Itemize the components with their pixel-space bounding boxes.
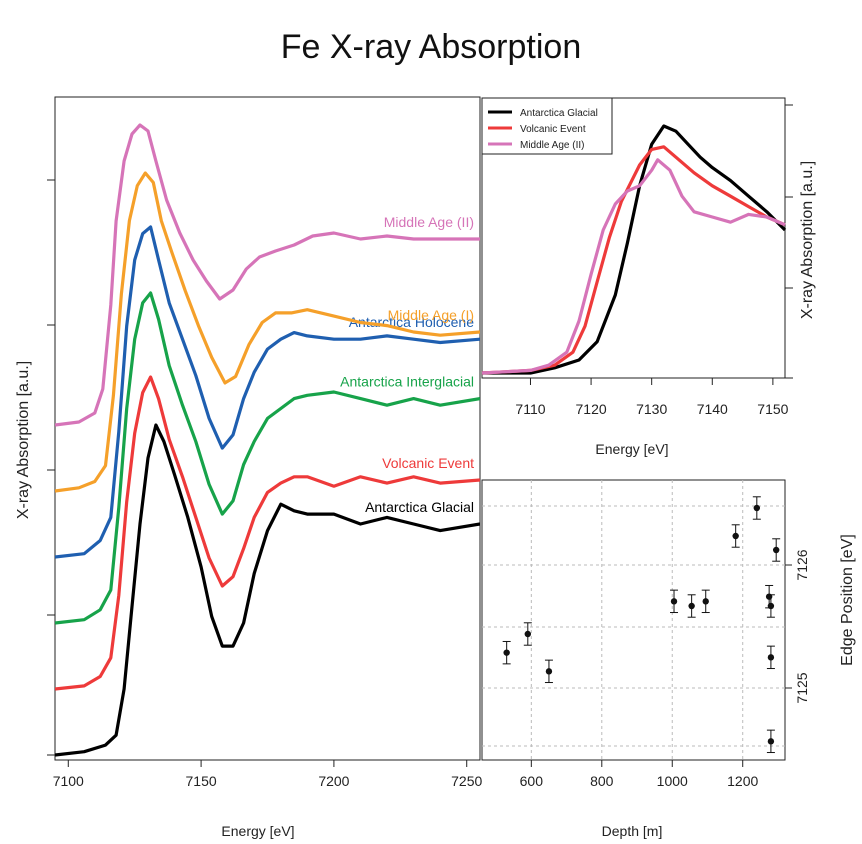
inset-legend: Antarctica Glacial Volcanic Event Middle A… — [481, 97, 613, 155]
inset-x-tick-label: 7130 — [636, 401, 667, 417]
series-line-middle-age-ii — [55, 123, 480, 427]
inset-x-tick-label: 7150 — [757, 401, 788, 417]
data-point — [766, 645, 775, 670]
scatter-marker — [767, 738, 775, 745]
series-label-antarctica-interglacial: Antarctica Interglacial — [340, 374, 474, 390]
data-point — [502, 640, 511, 665]
depth-y-tick-label: 7126 — [794, 549, 810, 580]
inset-x-axis-label: Energy [eV] — [595, 441, 668, 457]
inset-series-line-volcanic-event — [481, 145, 786, 375]
scatter-marker — [732, 532, 739, 540]
series-line-antarctica-glacial — [55, 423, 480, 757]
scatter-marker — [753, 504, 761, 512]
legend-label-middle-age-ii: Middle Age (II) — [520, 140, 584, 151]
depth-x-tick-label: 1200 — [727, 773, 758, 789]
series-line-antarctica-holocene — [55, 225, 480, 559]
main-y-axis-label: X-ray Absorption [a.u.] — [15, 361, 32, 519]
series-label-middle-age-i: Middle Age (I) — [388, 307, 474, 323]
depth-plot: 600 800 1000 1200 7125 7126 Depth [m] Edge Posi… — [481, 479, 856, 839]
data-point — [752, 496, 761, 520]
series-label-antarctica-glacial: Antarctica Glacial — [365, 499, 474, 515]
depth-x-tick-label: 1000 — [657, 773, 688, 789]
scatter-marker — [702, 598, 709, 605]
figure-title: Fe X-ray Absorption — [281, 28, 581, 66]
scatter-marker — [545, 668, 553, 675]
series-label-middle-age-ii: Middle Age (II) — [384, 214, 474, 230]
data-point — [766, 594, 775, 618]
depth-x-tick-label: 800 — [590, 773, 614, 789]
series-label-volcanic-event: Volcanic Event — [382, 455, 474, 471]
data-point — [670, 589, 679, 614]
inset-x-tick-label: 7120 — [576, 401, 607, 417]
data-point — [687, 594, 696, 618]
main-x-tick-label: 7150 — [186, 773, 217, 789]
depth-y-axis-label: Edge Position [eV] — [839, 534, 856, 666]
data-point — [544, 659, 553, 684]
depth-y-tick-label: 7125 — [794, 672, 810, 703]
series-line-volcanic-event — [55, 375, 480, 691]
data-point — [766, 729, 775, 754]
scatter-marker — [670, 598, 678, 605]
data-point — [772, 538, 781, 562]
inset-plot: 7110 7120 7130 7140 7150 Energy [eV] X-ray Abs… — [481, 97, 816, 457]
main-x-axis-label: Energy [eV] — [221, 823, 294, 839]
main-plot: 7100 7150 7200 7250 Energy [eV] X-ray Absorpt… — [15, 96, 482, 839]
scatter-marker — [503, 649, 510, 656]
scatter-marker — [767, 654, 775, 661]
inset-legend-box — [481, 97, 613, 155]
scatter-marker — [524, 630, 532, 638]
scatter-marker — [767, 602, 775, 610]
inset-series-line-antarctica-glacial — [482, 124, 787, 375]
series-line-antarctica-interglacial — [55, 291, 480, 625]
legend-label-antarctica-glacial: Antarctica Glacial — [520, 108, 598, 119]
depth-plot-frame — [481, 479, 786, 761]
main-x-tick-label: 7200 — [318, 773, 349, 789]
depth-x-tick-label: 600 — [520, 773, 544, 789]
data-point — [731, 524, 740, 548]
scatter-marker — [772, 546, 780, 554]
series-line-middle-age-i — [55, 171, 480, 493]
data-point — [701, 589, 710, 614]
main-x-tick-label: 7250 — [451, 773, 482, 789]
inset-x-tick-label: 7110 — [515, 401, 545, 417]
inset-x-tick-label: 7140 — [697, 401, 728, 417]
inset-series-line-middle-age-ii — [481, 158, 786, 375]
legend-label-volcanic-event: Volcanic Event — [520, 124, 586, 135]
scatter-marker — [688, 602, 695, 610]
data-point — [523, 622, 532, 646]
main-plot-frame — [54, 96, 481, 761]
depth-x-axis-label: Depth [m] — [602, 823, 663, 839]
main-x-tick-label: 7100 — [53, 773, 84, 789]
inset-y-axis-label: X-ray Absorption [a.u.] — [799, 161, 816, 319]
